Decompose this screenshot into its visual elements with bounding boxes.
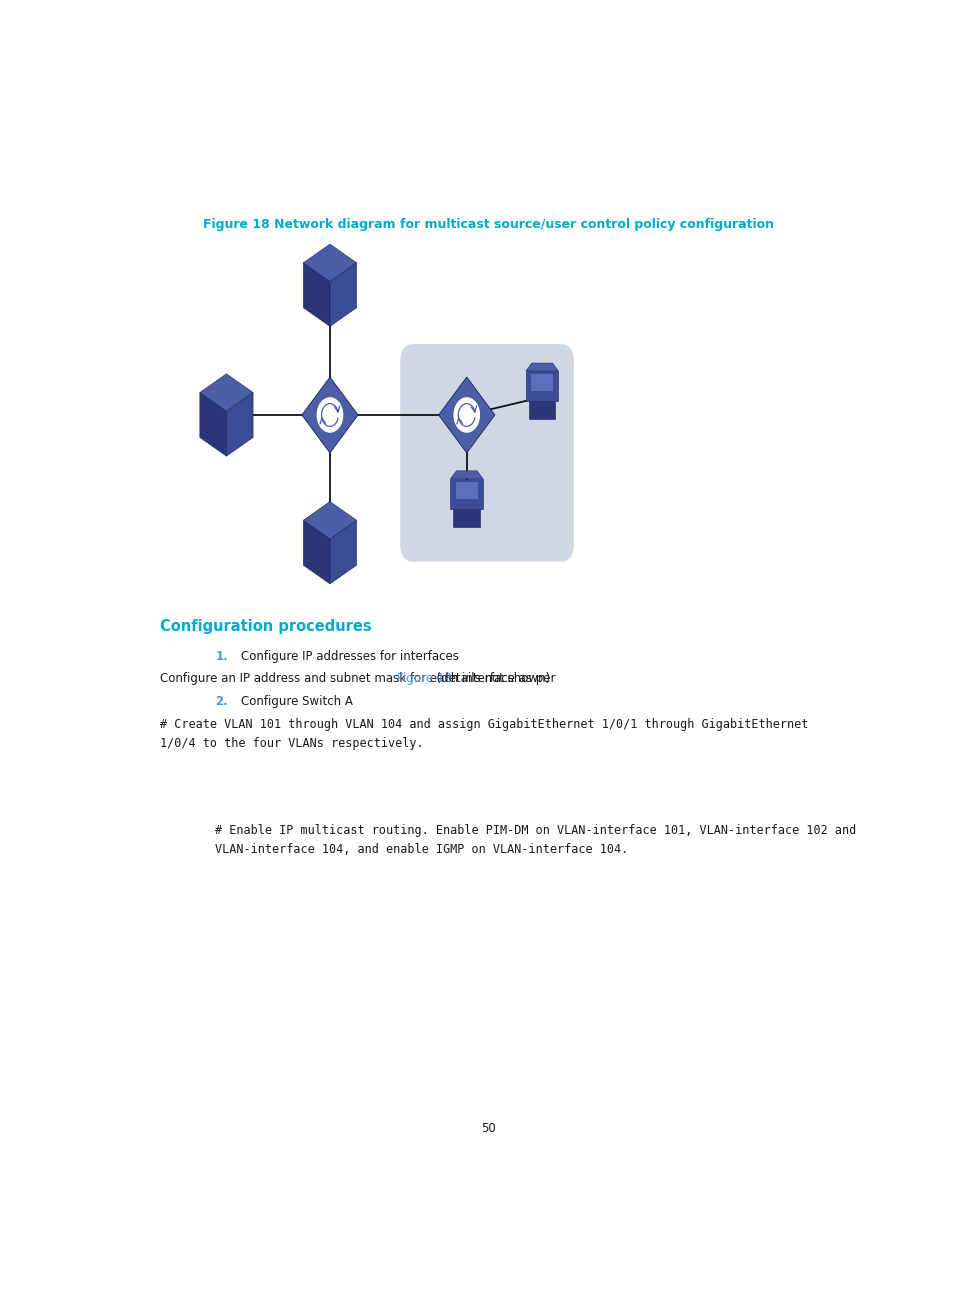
- Polygon shape: [303, 263, 330, 327]
- Circle shape: [454, 398, 479, 432]
- Text: Configuration procedures: Configuration procedures: [160, 618, 371, 634]
- Polygon shape: [301, 377, 357, 452]
- Polygon shape: [199, 393, 226, 456]
- Text: 2.: 2.: [215, 696, 228, 709]
- Text: 50: 50: [481, 1122, 496, 1135]
- Polygon shape: [303, 502, 356, 539]
- Text: Figure 18: Figure 18: [396, 673, 451, 686]
- Polygon shape: [455, 482, 477, 499]
- Polygon shape: [303, 520, 330, 584]
- Polygon shape: [453, 509, 479, 526]
- Polygon shape: [330, 520, 356, 584]
- Text: 1.: 1.: [215, 651, 228, 664]
- Text: # Create VLAN 101 through VLAN 104 and assign GigabitEthernet 1/0/1 through Giga: # Create VLAN 101 through VLAN 104 and a…: [160, 718, 807, 750]
- Polygon shape: [438, 377, 495, 452]
- Circle shape: [317, 398, 342, 432]
- Polygon shape: [450, 470, 482, 478]
- FancyBboxPatch shape: [400, 345, 574, 561]
- Text: Configure an IP address and subnet mask for each interface as per: Configure an IP address and subnet mask …: [160, 673, 558, 686]
- Polygon shape: [450, 478, 482, 509]
- Polygon shape: [226, 393, 253, 456]
- Polygon shape: [199, 373, 253, 411]
- Polygon shape: [330, 263, 356, 327]
- Text: # Enable IP multicast routing. Enable PIM-DM on VLAN-interface 101, VLAN-interfa: # Enable IP multicast routing. Enable PI…: [215, 824, 856, 855]
- Text: Figure 18 Network diagram for multicast source/user control policy configuration: Figure 18 Network diagram for multicast …: [203, 219, 774, 232]
- Text: Configure Switch A: Configure Switch A: [241, 696, 353, 709]
- Polygon shape: [531, 373, 553, 391]
- Text: Configure IP addresses for interfaces: Configure IP addresses for interfaces: [241, 651, 458, 664]
- Text: . (details not shown): . (details not shown): [429, 673, 549, 686]
- Polygon shape: [528, 400, 555, 419]
- Polygon shape: [303, 244, 356, 281]
- Polygon shape: [525, 363, 558, 371]
- Polygon shape: [525, 371, 558, 400]
